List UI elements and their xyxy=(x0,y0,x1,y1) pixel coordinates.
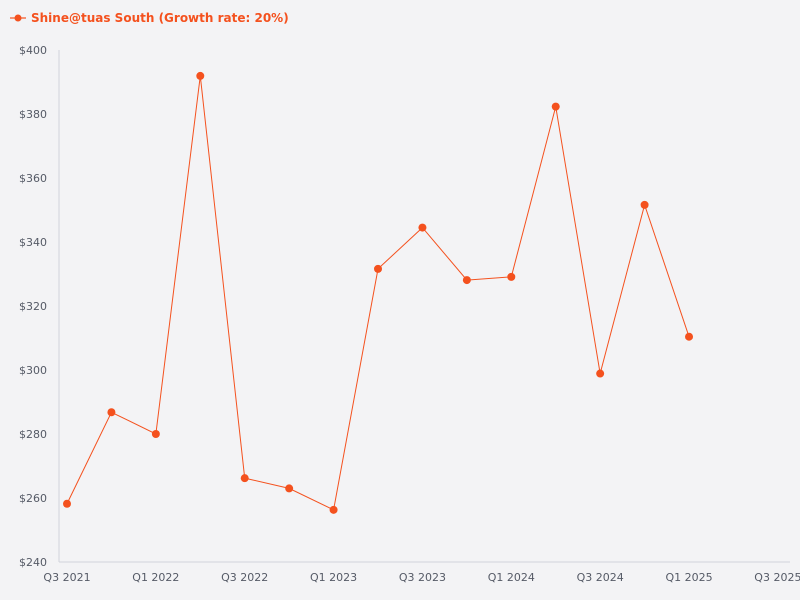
data-point[interactable] xyxy=(596,369,605,378)
y-tick-label: $300 xyxy=(19,364,47,377)
data-point[interactable] xyxy=(551,102,560,111)
y-tick-label: $400 xyxy=(19,44,47,57)
data-point[interactable] xyxy=(329,505,338,514)
x-tick-label: Q1 2024 xyxy=(488,571,535,584)
x-tick-label: Q3 2024 xyxy=(577,571,624,584)
data-point[interactable] xyxy=(418,223,427,232)
data-point[interactable] xyxy=(640,200,649,209)
data-point[interactable] xyxy=(240,474,249,483)
x-axis: Q3 2021 Q1 2022 Q3 2022 Q1 2023 Q3 2023 Q1 20… xyxy=(43,561,800,584)
data-point[interactable] xyxy=(507,272,516,281)
data-point[interactable] xyxy=(685,332,694,341)
data-point[interactable] xyxy=(374,264,383,273)
x-tick-label: Q1 2025 xyxy=(665,571,712,584)
x-tick-label: Q3 2022 xyxy=(221,571,268,584)
y-axis: $240 $260 $280 $300 $320 $340 $360 $380 $400 xyxy=(19,44,60,569)
data-point[interactable] xyxy=(107,408,116,417)
legend[interactable]: Shine@tuas South (Growth rate: 20%) xyxy=(10,11,289,25)
y-tick-label: $260 xyxy=(19,492,47,505)
y-tick-label: $340 xyxy=(19,236,47,249)
data-point[interactable] xyxy=(196,71,205,80)
y-tick-label: $320 xyxy=(19,300,47,313)
data-point[interactable] xyxy=(63,499,71,508)
x-tick-label: Q3 2021 xyxy=(43,571,90,584)
x-tick-label: Q1 2023 xyxy=(310,571,357,584)
data-point[interactable] xyxy=(151,430,160,438)
data-point[interactable] xyxy=(462,276,471,285)
y-tick-label: $240 xyxy=(19,556,47,569)
y-tick-label: $360 xyxy=(19,172,47,185)
legend-series-label: Shine@tuas South (Growth rate: 20%) xyxy=(31,11,289,25)
legend-dot-marker xyxy=(14,14,22,22)
plot-area xyxy=(63,71,694,514)
y-tick-label: $380 xyxy=(19,108,47,121)
data-point[interactable] xyxy=(285,484,294,493)
x-tick-label: Q3 2023 xyxy=(399,571,446,584)
x-tick-label: Q1 2022 xyxy=(132,571,179,584)
x-tick-label: Q3 2025 xyxy=(754,571,800,584)
series-line xyxy=(66,75,690,511)
y-tick-label: $280 xyxy=(19,428,47,441)
